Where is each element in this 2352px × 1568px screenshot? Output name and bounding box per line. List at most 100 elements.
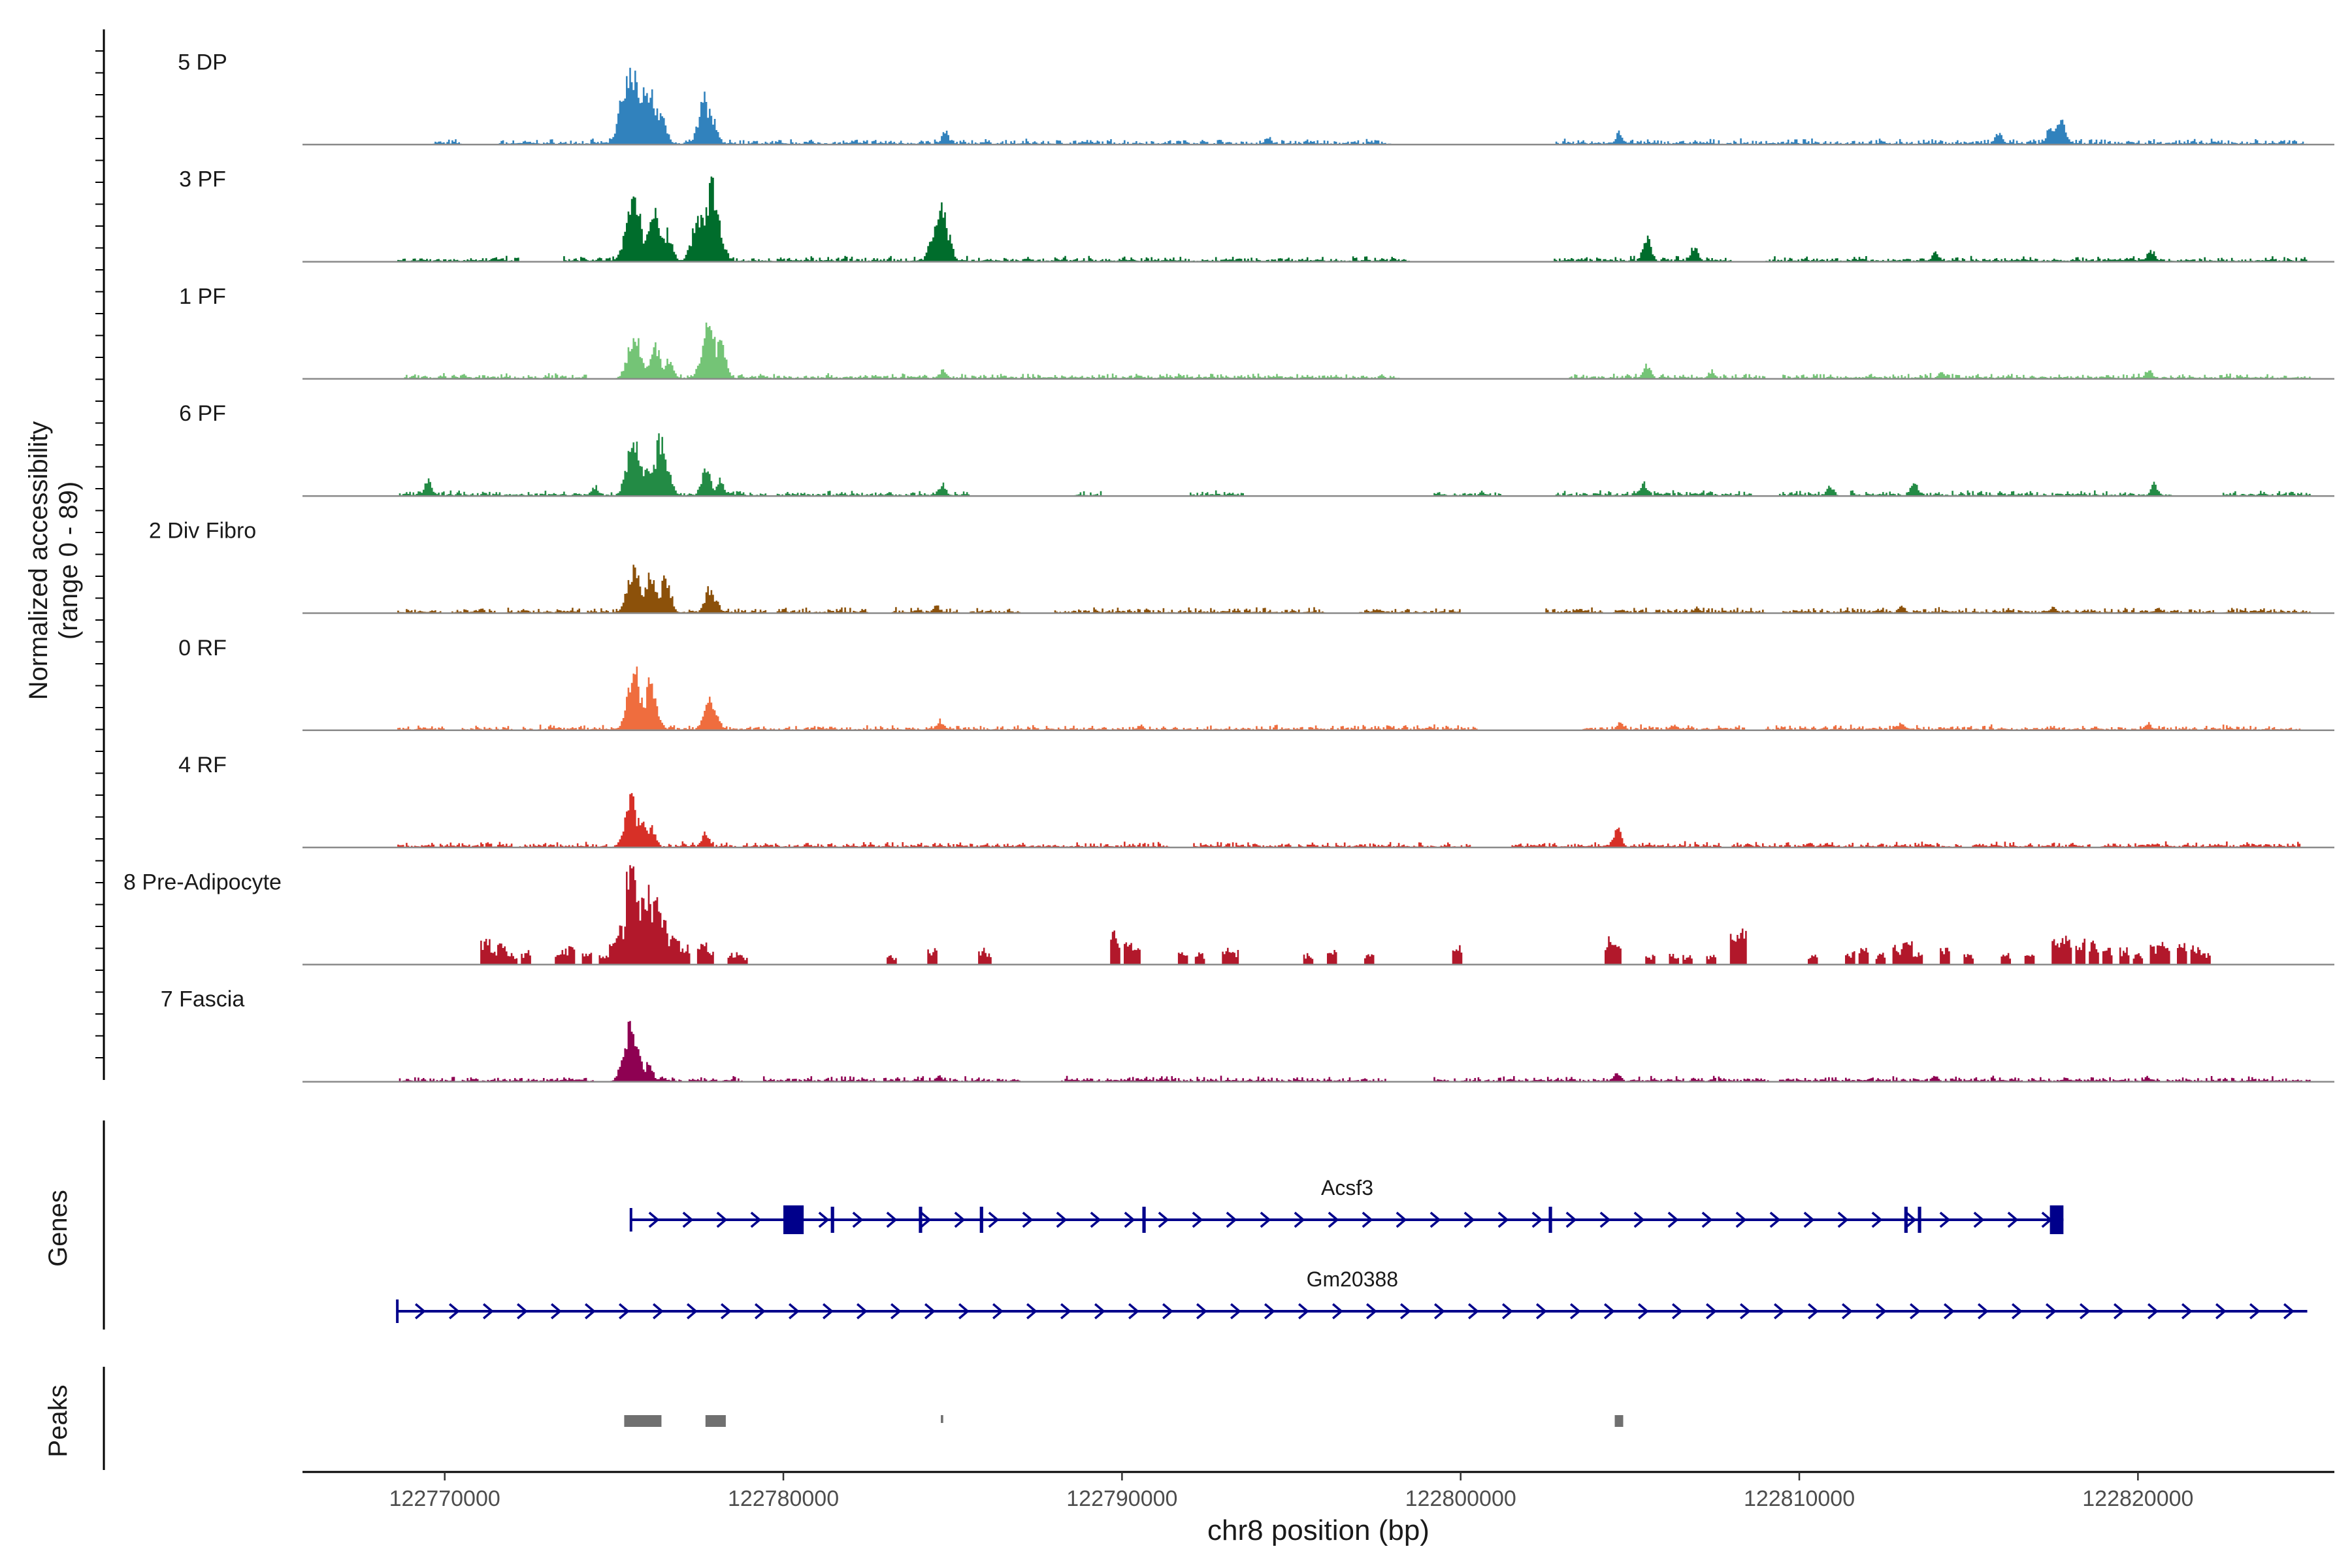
strand-arrow-icon xyxy=(648,1211,660,1228)
strand-arrow-icon xyxy=(1128,1303,1139,1320)
strand-arrow-icon xyxy=(1837,1211,1849,1228)
track-4-rf: 4 RF xyxy=(178,753,2334,849)
strand-arrow-icon xyxy=(1531,1211,1543,1228)
strand-arrow-icon xyxy=(954,1211,966,1228)
strand-arrow-icon xyxy=(1671,1303,1683,1320)
strand-arrow-icon xyxy=(1599,1211,1611,1228)
strand-arrow-icon xyxy=(1769,1211,1781,1228)
strand-arrow-icon xyxy=(1905,1211,1917,1228)
strand-arrow-icon xyxy=(2283,1303,2295,1320)
strand-arrow-icon xyxy=(2045,1303,2057,1320)
strand-arrow-icon xyxy=(1362,1211,1373,1228)
exon-block xyxy=(2050,1205,2064,1234)
peaks-panel-label: Peaks xyxy=(44,1384,73,1457)
strand-arrow-icon xyxy=(2011,1303,2023,1320)
peak-region-block xyxy=(705,1415,726,1427)
track-0-rf: 0 RF xyxy=(178,636,2334,732)
gene-gm20388: Gm20388 xyxy=(396,1267,2308,1323)
strand-arrow-icon xyxy=(1365,1303,1377,1320)
coverage-area xyxy=(302,176,2334,262)
y-axis-title-line1: Normalized accessibility xyxy=(24,421,53,700)
strand-arrow-icon xyxy=(2181,1303,2193,1320)
strand-arrow-icon xyxy=(1735,1211,1747,1228)
x-axis: 122770000 122780000 122790000 122800000 1228… xyxy=(302,1471,2334,1511)
strand-arrow-icon xyxy=(415,1303,426,1320)
strand-arrow-icon xyxy=(1294,1211,1305,1228)
track-label: 5 DP xyxy=(178,50,227,74)
track-label: 2 Div Fibro xyxy=(149,519,256,544)
strand-arrow-icon xyxy=(1467,1303,1479,1320)
exon-block xyxy=(783,1205,804,1234)
strand-arrow-icon xyxy=(1399,1303,1411,1320)
strand-arrow-icon xyxy=(1433,1303,1445,1320)
strand-arrow-icon xyxy=(1943,1303,1955,1320)
track-3-pf: 3 PF xyxy=(179,167,2334,263)
strand-arrow-icon xyxy=(1535,1303,1547,1320)
track-label: 3 PF xyxy=(179,167,226,192)
strand-arrow-icon xyxy=(2249,1303,2261,1320)
strand-arrow-icon xyxy=(886,1211,898,1228)
strand-arrow-icon xyxy=(754,1303,766,1320)
strand-arrow-icon xyxy=(1162,1303,1173,1320)
peak-regions-panel xyxy=(624,1415,1624,1427)
track-label: 6 PF xyxy=(179,401,226,426)
strand-arrow-icon xyxy=(1328,1211,1339,1228)
strand-arrow-icon xyxy=(1497,1211,1509,1228)
strand-arrow-icon xyxy=(1565,1211,1577,1228)
track-8-pre-adipocyte: 8 Pre-Adipocyte xyxy=(123,865,2334,966)
strand-arrow-icon xyxy=(1875,1303,1887,1320)
strand-arrow-icon xyxy=(1090,1211,1102,1228)
strand-arrow-icon xyxy=(1701,1211,1713,1228)
strand-arrow-icon xyxy=(585,1303,596,1320)
strand-arrow-icon xyxy=(1158,1211,1169,1228)
coverage-area xyxy=(302,666,2334,730)
x-tick-label: 122790000 xyxy=(1066,1486,1177,1511)
y-axis-title-line2: (range 0 - 89) xyxy=(54,482,83,640)
strand-arrow-icon xyxy=(1705,1303,1717,1320)
strand-arrow-icon xyxy=(517,1303,528,1320)
track-7-fascia: 7 Fascia xyxy=(161,987,2334,1083)
strand-arrow-icon xyxy=(1807,1303,1819,1320)
coverage-y-axis xyxy=(95,29,105,1080)
genes-panel-label: Genes xyxy=(44,1190,73,1267)
x-axis-title: chr8 position (bp) xyxy=(1207,1514,1429,1546)
coverage-area xyxy=(302,322,2334,379)
strand-arrow-icon xyxy=(619,1303,630,1320)
strand-arrow-icon xyxy=(2007,1211,2019,1228)
strand-arrow-icon xyxy=(1773,1303,1785,1320)
strand-arrow-icon xyxy=(856,1303,868,1320)
strand-arrow-icon xyxy=(1196,1303,1207,1320)
coverage-area xyxy=(302,865,2334,965)
strand-arrow-icon xyxy=(1192,1211,1203,1228)
strand-arrow-icon xyxy=(750,1211,762,1228)
strand-arrow-icon xyxy=(1667,1211,1679,1228)
x-tick-label: 122780000 xyxy=(728,1486,839,1511)
strand-arrow-icon xyxy=(1298,1303,1309,1320)
track-2-div-fibro: 2 Div Fibro xyxy=(149,519,2334,614)
strand-arrow-icon xyxy=(788,1303,800,1320)
strand-arrow-icon xyxy=(1633,1211,1645,1228)
strand-arrow-icon xyxy=(1569,1303,1581,1320)
strand-arrow-icon xyxy=(1429,1211,1441,1228)
strand-arrow-icon xyxy=(2079,1303,2091,1320)
x-tick-label: 122770000 xyxy=(389,1486,500,1511)
strand-arrow-icon xyxy=(449,1303,460,1320)
track-5-dp: 5 DP xyxy=(178,50,2334,146)
strand-arrow-icon xyxy=(890,1303,902,1320)
x-tick-label: 122800000 xyxy=(1405,1486,1516,1511)
gene-acsf3: Acsf3 xyxy=(629,1176,2064,1234)
coverage-tracks: 5 DP 3 PF 1 PF 6 PF 2 Div Fibro 0 RF 4 RF 8 Pre… xyxy=(123,50,2334,1083)
exon-block xyxy=(919,1207,923,1233)
strand-arrow-icon xyxy=(483,1303,494,1320)
strand-arrow-icon xyxy=(852,1211,864,1228)
strand-arrow-icon xyxy=(652,1303,664,1320)
strand-arrow-icon xyxy=(720,1303,732,1320)
strand-arrow-icon xyxy=(1094,1303,1105,1320)
strand-arrow-icon xyxy=(1264,1303,1275,1320)
strand-arrow-icon xyxy=(716,1211,728,1228)
exon-block xyxy=(979,1207,983,1233)
strand-arrow-icon xyxy=(924,1303,936,1320)
track-6-pf: 6 PF xyxy=(179,401,2334,497)
